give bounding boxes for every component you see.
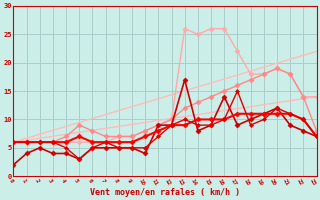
X-axis label: Vent moyen/en rafales ( km/h ): Vent moyen/en rafales ( km/h ) <box>90 188 240 197</box>
